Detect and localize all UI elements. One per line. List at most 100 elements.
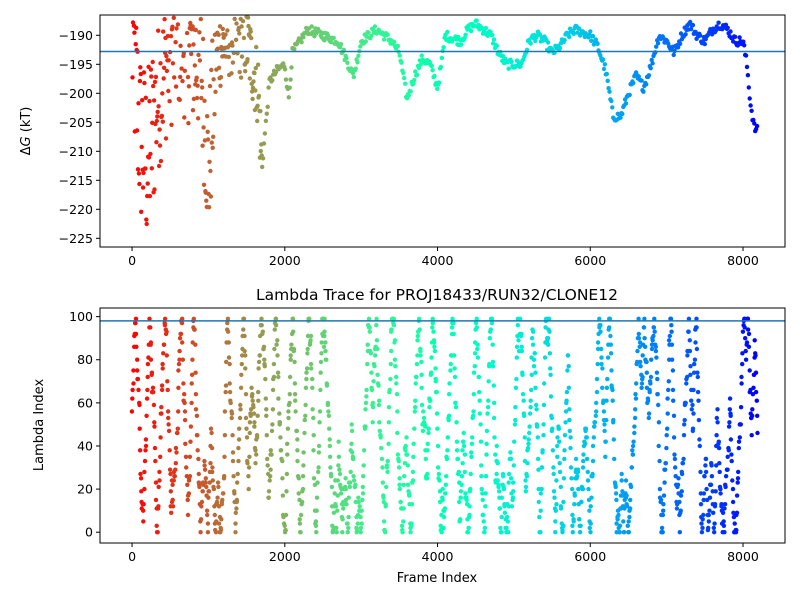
lambda-data-point [679,489,684,494]
lambda-data-point [698,502,704,507]
lambda-data-point [307,316,312,321]
lambda-data-point [383,530,388,535]
dg-data-point [137,181,142,187]
lambda-data-point [654,355,659,360]
lambda-data-point [562,433,568,438]
lambda-data-point [707,508,712,513]
lambda-data-point [443,491,448,496]
lambda-data-point [753,370,759,375]
lambda-data-point [310,376,315,382]
lambda-data-point [143,448,148,453]
lambda-data-point [361,448,367,453]
dg-data-point [138,65,143,70]
lambda-data-point [433,379,438,384]
dg-data-point [412,77,417,83]
lambda-data-point [246,486,251,492]
dg-data-point [171,15,176,20]
lambda-data-point [251,405,256,410]
lambda-data-point [180,357,185,362]
lambda-data-point [193,370,198,375]
lambda-data-point [459,474,465,479]
lambda-data-point [252,424,257,429]
lambda-data-point [525,445,531,451]
lambda-data-point [454,448,460,453]
lambda-data-point [159,387,165,393]
dg-data-point [153,74,159,80]
dg-data-point [187,43,192,48]
lambda-data-point [247,430,252,436]
lambda-data-point [607,316,613,321]
lambda-data-point [624,504,630,509]
lambda-data-point [718,486,723,492]
dg-data-point [198,16,203,22]
lambda-y-ticks: 0 20 40 60 80 100 [69,309,100,540]
lambda-data-point [499,530,504,535]
lambda-data-point [348,469,353,475]
lambda-data-point [305,351,310,356]
lambda-data-point [350,450,355,455]
lambda-data-point [588,521,593,526]
lambda-data-point [527,430,532,436]
lambda-data-point [393,364,398,369]
lambda-data-point [188,439,193,444]
dg-data-point [229,71,234,76]
lambda-data-point [166,428,172,434]
lambda-data-point [327,426,332,431]
lambda-data-point [185,482,190,487]
lambda-data-point [295,448,300,453]
lambda-data-point [431,329,436,334]
lambda-data-point [480,491,485,496]
lambda-data-point [579,499,584,505]
lambda-data-point [229,411,235,416]
lambda-data-point [287,374,293,380]
lambda-data-point [242,348,247,354]
lambda-data-point [455,456,461,462]
dg-data-point [149,74,154,79]
dg-data-point [411,81,416,86]
lambda-data-point [651,325,656,330]
lambda-data-point [523,484,529,490]
dg-data-point [468,28,474,34]
lambda-data-point [379,456,385,462]
lambda-data-point [548,366,553,371]
lambda-data-point [180,340,185,345]
lambda-data-point [370,420,375,425]
lambda-data-point [377,428,382,434]
dg-data-point [152,187,157,192]
lambda-y-tick-label: 60 [77,395,93,410]
lambda-data-point [385,458,390,464]
dg-data-point [161,76,166,81]
lambda-data-point [712,521,717,526]
lambda-data-point [270,387,276,393]
lambda-data-point [311,433,316,438]
lambda-data-point [395,452,401,457]
lambda-data-point [324,383,330,388]
lambda-data-point [714,415,719,421]
dg-data-point [197,30,202,35]
lambda-data-point [738,405,744,410]
dg-data-point [172,75,177,80]
dg-data-point [309,24,314,29]
dg-data-point [363,39,368,44]
lambda-data-point [363,400,369,406]
lambda-data-point [706,525,711,531]
lambda-data-point [611,417,616,423]
dg-data-point [210,38,215,43]
dg-data-point [185,74,191,80]
lambda-data-point [669,342,675,347]
lambda-data-point [303,385,309,390]
lambda-data-point [193,342,198,347]
lambda-data-point [153,497,159,503]
lambda-data-point [496,482,501,487]
lambda-data-point [661,493,667,498]
lambda-data-point [171,478,176,483]
lambda-data-point [441,525,446,531]
lambda-data-point [164,353,169,358]
lambda-data-point [577,517,582,522]
lambda-data-point [702,474,707,479]
lambda-data-point [464,497,469,503]
dg-data-point [728,29,733,34]
lambda-data-point [471,409,476,414]
lambda-data-point [182,392,187,397]
lambda-data-point [696,417,702,423]
